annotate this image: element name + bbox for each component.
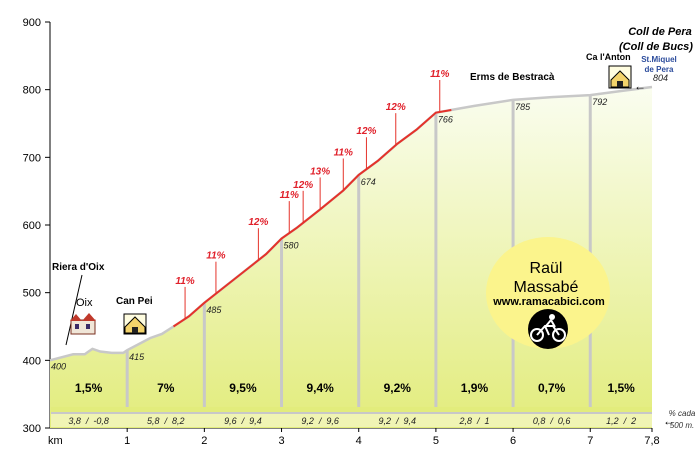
half-km-gradient-label: 2,8 / 1 (458, 416, 489, 426)
km-dividers (125, 95, 592, 407)
x-tick-label: 3 (278, 435, 284, 447)
credit-website: www.ramacabici.com (492, 296, 605, 308)
km-elevation-label: 415 (129, 352, 145, 362)
cyclist-icon (528, 309, 568, 349)
gradient-annotation-label: 11% (334, 147, 353, 158)
section-gradient-labels: 1,5% 7% 9,5% 9,4% 9,2% 1,9% 0,7% 1,5% (75, 381, 635, 395)
elevation-area (50, 86, 652, 429)
gradient-annotation-label: 12% (293, 180, 313, 191)
half-km-gradient-label: 9,6 / 9,4 (224, 416, 262, 426)
arrow-left-icon-2: ← (634, 79, 646, 93)
gradient-annotation-label: 12% (248, 217, 268, 228)
half-km-note-line2: 500 m. (670, 421, 694, 430)
section-gradient-label: 1,5% (75, 381, 103, 395)
gradient-annotation-label: 12% (356, 126, 376, 137)
section-gradient-label: 7% (157, 381, 175, 395)
steep-climb-line (172, 108, 452, 328)
km-elevation-label: 674 (361, 177, 376, 187)
x-tick-label: 7 (587, 435, 593, 447)
place-erms-de-bestraca: Erms de Bestracà (470, 72, 555, 83)
y-tick-label: 700 (23, 152, 41, 164)
half-km-band (51, 413, 652, 427)
credit-badge: Raül Massabé www.ramacabici.com (486, 237, 610, 349)
x-tick-label: 6 (510, 435, 516, 447)
y-axis-ticks: 900 800 700 600 500 400 300 (23, 17, 50, 435)
half-km-gradient-label: 5,8 / 8,2 (147, 416, 185, 426)
y-tick-label: 500 (23, 288, 41, 300)
half-km-gradient-label: 0,8 / 0,6 (533, 416, 571, 426)
km-elevation-label: 804 (653, 73, 668, 83)
place-riera-doix-pointer (65, 274, 83, 346)
section-gradient-label: 1,5% (607, 381, 635, 395)
x-axis-ticks: 1 2 3 4 5 6 7 7,8 km (48, 428, 660, 447)
km-elevation-label: 766 (438, 115, 453, 125)
place-st-miquel: St.Miquel (641, 55, 677, 64)
km-elevation-label: 785 (515, 102, 531, 112)
place-riera-doix: Riera d'Oix (52, 262, 105, 273)
km-elevation-labels: 400 415 485 580 674 766 785 792 804 (51, 73, 668, 371)
credit-name-line2: Massabé (514, 279, 579, 296)
x-tick-label: 7,8 (644, 435, 659, 447)
credit-name-line1: Raül (530, 260, 563, 277)
km-elevation-label: 400 (51, 361, 66, 371)
chart-subtitle: (Coll de Bucs) (619, 41, 693, 53)
gradient-annotation-label: 11% (430, 69, 449, 80)
km-elevation-label: 580 (284, 241, 299, 251)
chart-title: Coll de Pera (628, 26, 692, 38)
gradient-annotations: 11%11%12%11%12%13%11%12%12%11% (175, 69, 449, 319)
section-gradient-label: 9,5% (229, 381, 257, 395)
y-tick-label: 600 (23, 220, 41, 232)
km-elevation-label: 485 (206, 305, 222, 315)
house-icon-2 (608, 65, 632, 89)
half-km-gradient-labels: 3,8 / -0,8 5,8 / 8,2 9,6 / 9,4 9,2 / 9,6 9,2… (68, 416, 636, 426)
house-icon (123, 313, 147, 335)
place-de-pera: de Pera (645, 65, 674, 74)
place-oix: Oix (76, 297, 93, 309)
y-tick-label: 900 (23, 17, 41, 29)
section-gradient-label: 1,9% (461, 381, 489, 395)
y-tick-label: 400 (23, 355, 41, 367)
x-tick-label: 5 (433, 435, 439, 447)
band-gap (51, 407, 652, 413)
x-axis-label: km (48, 435, 63, 447)
gradient-annotation-label: 13% (310, 166, 330, 177)
half-km-gradient-label: 1,2 / 2 (606, 416, 636, 426)
y-tick-label: 800 (23, 85, 41, 97)
x-tick-label: 4 (356, 435, 362, 447)
x-tick-label: 1 (124, 435, 130, 447)
half-km-gradient-label: 9,2 / 9,4 (379, 416, 417, 426)
village-icon (70, 313, 96, 335)
y-tick-label: 300 (23, 423, 41, 435)
half-km-gradient-label: 9,2 / 9,6 (301, 416, 339, 426)
place-can-pei: Can Pei (116, 296, 153, 307)
section-gradient-label: 0,7% (538, 381, 566, 395)
half-km-note-line1: % cada (669, 409, 696, 418)
gradient-annotation-label: 12% (386, 102, 406, 113)
arrow-left-icon: ← (663, 414, 675, 428)
gradient-annotation-label: 11% (280, 190, 299, 201)
gradient-annotation-label: 11% (175, 276, 194, 287)
km-elevation-label: 792 (592, 97, 607, 107)
section-gradient-label: 9,2% (384, 381, 412, 395)
x-tick-label: 2 (201, 435, 207, 447)
section-gradient-label: 9,4% (306, 381, 334, 395)
place-ca-lanton: Ca l'Anton (586, 52, 631, 62)
gradient-annotation-label: 11% (206, 251, 225, 262)
half-km-gradient-label: 3,8 / -0,8 (68, 416, 109, 426)
